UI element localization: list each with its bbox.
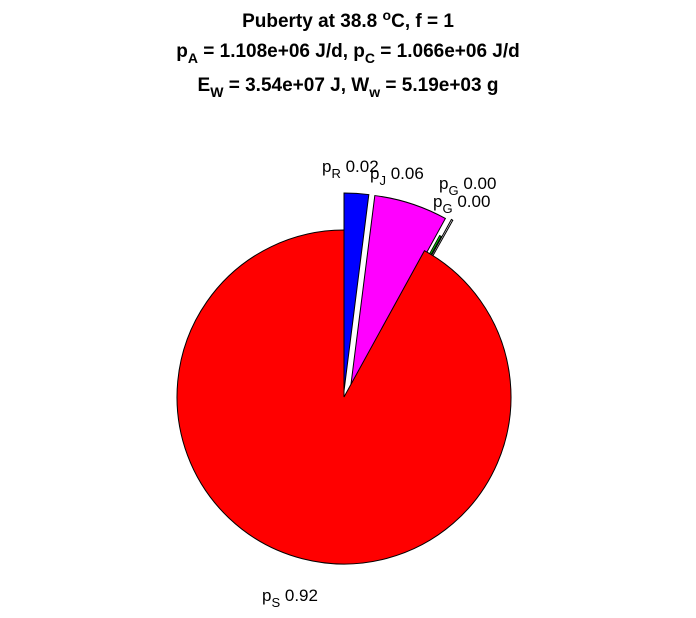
slice-label-0: pR 0.02: [322, 157, 379, 181]
slice-label-3: pG 0.00: [433, 192, 490, 216]
chart-title: Puberty at 38.8 oC, f = 1 pA = 1.108e+06…: [0, 8, 696, 110]
title-line-1: Puberty at 38.8 oC, f = 1: [242, 7, 454, 32]
slice-label-1: pJ 0.06: [370, 164, 424, 188]
title-line-3: EW = 3.54e+07 J, Ww = 5.19e+03 g: [197, 75, 499, 100]
pie-slice-4: [176, 229, 512, 565]
slice-label-2: pG 0.00: [439, 174, 496, 198]
pie-slice-0: [343, 192, 370, 392]
slice-label-4: pS 0.92: [262, 586, 318, 610]
title-line-2: pA = 1.108e+06 J/d, pC = 1.066e+06 J/d: [176, 41, 520, 66]
